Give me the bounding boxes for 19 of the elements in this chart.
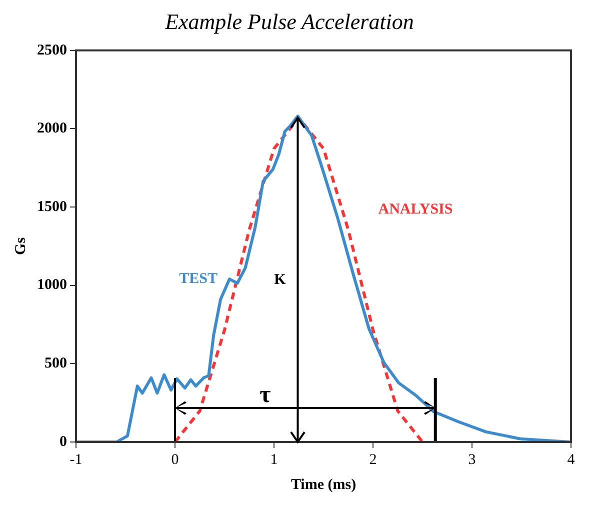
x-tick-label: 1	[270, 452, 278, 468]
annotation: τ	[260, 382, 271, 408]
x-tick-label: 3	[468, 452, 476, 468]
x-tick-label: 2	[369, 452, 377, 468]
x-tick-label: 4	[567, 452, 576, 468]
x-axis-title: Time (ms)	[290, 476, 356, 493]
chart-title: Example Pulse Acceleration	[164, 8, 414, 34]
y-tick-label: 2500	[37, 42, 67, 58]
y-tick-label: 1500	[37, 198, 67, 215]
y-tick-label: 1000	[37, 277, 67, 294]
y-tick-label: 0	[60, 434, 67, 450]
x-tick-label: -1	[70, 452, 82, 468]
y-axis-title: Gs	[12, 237, 29, 255]
y-tick-label: 2000	[37, 120, 67, 137]
x-tick-label: 0	[171, 452, 179, 468]
series-label: TEST	[179, 270, 218, 287]
text: ANALYSIS	[378, 202, 453, 218]
ref-line-label: K	[274, 272, 286, 288]
y-tick-label: 500	[44, 356, 67, 372]
